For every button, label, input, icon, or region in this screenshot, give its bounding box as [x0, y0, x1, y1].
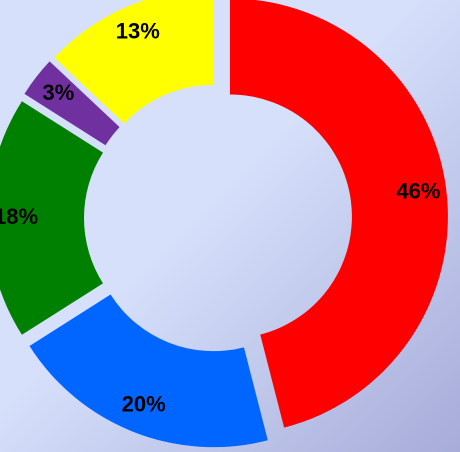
slice-label-20pct: 20%: [122, 392, 166, 417]
slices-group: [0, 0, 448, 448]
slice-label-46pct: 46%: [396, 178, 440, 203]
slice-label-18pct: 18%: [0, 204, 38, 229]
slice-3pct: [24, 61, 120, 146]
slice-label-3pct: 3%: [42, 80, 74, 105]
labels-group: 46% 20% 18% 3% 13%: [0, 18, 440, 416]
slice-13pct: [54, 0, 214, 124]
slice-20pct: [29, 294, 268, 448]
slice-label-13pct: 13%: [116, 18, 160, 43]
slice-18pct: [0, 101, 103, 335]
slice-46pct: [229, 0, 448, 428]
